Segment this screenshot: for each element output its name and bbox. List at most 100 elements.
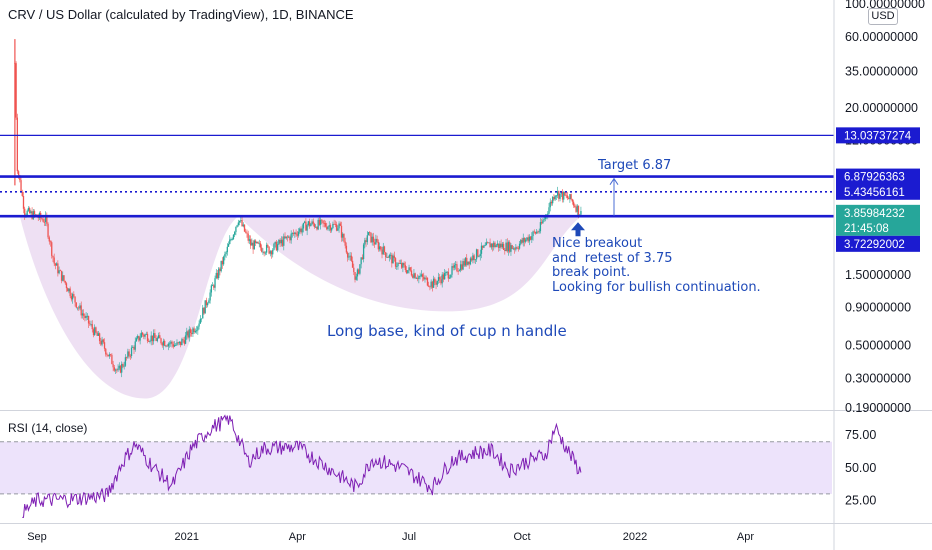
- candle-body-2020-08-26: [28, 208, 31, 214]
- candle-body-2021-09-03: [486, 242, 489, 244]
- candle-body-2021-03-18: [279, 239, 281, 244]
- candle-body-2020-10-02: [74, 296, 76, 303]
- candle-body-2021-01-10: [197, 326, 199, 331]
- candle-body-2021-04-20: [319, 219, 322, 225]
- candle-body-2021-10-17: [540, 222, 543, 224]
- cup-shape-group: [19, 216, 581, 399]
- candle-body-2021-05-16: [351, 260, 354, 268]
- candle-body-2021-08-16: [464, 257, 467, 266]
- candle-body-2021-01-03: [188, 329, 190, 338]
- candle-body-2021-01-22: [211, 285, 214, 287]
- candle-body-2021-04-27: [328, 225, 330, 227]
- candle-body-2021-04-05: [301, 228, 303, 233]
- candle-body-2021-04-23: [323, 223, 325, 224]
- candle-body-2021-07-17: [428, 285, 430, 287]
- candle-body-2021-02-13: [238, 220, 241, 223]
- candle-body-2021-05-10: [344, 241, 346, 246]
- candle-body-2021-02-18: [245, 231, 247, 233]
- candle-body-2021-07-25: [437, 277, 440, 281]
- candle-body-2021-02-20: [247, 233, 249, 241]
- candle-body-2021-02-27: [256, 241, 258, 243]
- candle-body-2021-10-13: [536, 231, 538, 234]
- candle-body-2021-10-15: [538, 231, 540, 233]
- candle-body-2021-04-02: [297, 231, 300, 236]
- candle-body-2020-09-28: [69, 288, 71, 297]
- candle-body-2020-11-28: [144, 334, 146, 337]
- candle-body-2021-02-06: [230, 239, 232, 241]
- candle-body-2020-10-03: [75, 302, 77, 308]
- candle-body-2020-12-22: [173, 344, 176, 347]
- candle-body-2021-10-02: [522, 237, 524, 243]
- candle-body-2020-09-15: [53, 257, 55, 264]
- candle-body-2021-03-14: [274, 241, 276, 244]
- candle-body-2020-09-25: [65, 283, 68, 289]
- candle-body-2021-02-03: [226, 246, 228, 253]
- candle-body-2021-04-30: [332, 223, 334, 229]
- candle-body-2021-03-31: [295, 232, 297, 235]
- candle-body-2021-08-21: [471, 258, 473, 261]
- candle-body-2021-03-28: [291, 232, 294, 234]
- candle-body-2021-06-11: [383, 246, 386, 253]
- candle-body-2021-11-12: [572, 201, 575, 206]
- symbol-title: CRV / US Dollar (calculated by TradingVi…: [8, 7, 354, 22]
- candle-body-2021-02-15: [241, 220, 243, 227]
- candle-body-2021-09-15: [501, 243, 504, 248]
- candle-body-2021-09-30: [520, 239, 522, 244]
- candle-body-2020-10-19: [95, 327, 97, 333]
- candle-body-2021-10-27: [553, 196, 555, 200]
- x-tick-label-5: 2022: [623, 531, 647, 543]
- candle-body-2021-09-21: [509, 242, 511, 252]
- candle-body-2021-03-27: [290, 233, 292, 241]
- candle-body-2021-04-19: [318, 219, 321, 225]
- candle-body-2021-08-10: [457, 271, 459, 272]
- base-annotation: Long base, kind of cup n handle: [327, 322, 567, 340]
- candle-body-2021-09-01: [484, 245, 486, 247]
- candle-body-2021-03-03: [261, 247, 263, 252]
- candle-body-2021-09-13: [499, 243, 501, 248]
- level-label-bg-2: [836, 183, 920, 200]
- candle-body-2020-12-02: [149, 341, 151, 342]
- y-tick-label-6: 0.90000000: [845, 301, 911, 315]
- candle-body-2021-01-02: [187, 331, 189, 338]
- candle-body-2021-02-02: [225, 252, 227, 255]
- candle-body-2021-06-24: [399, 263, 402, 264]
- candle-body-2021-01-15: [203, 307, 205, 314]
- candle-body-2020-12-27: [180, 341, 182, 346]
- candle-body-2021-03-01: [258, 243, 260, 245]
- candle-body-2021-08-06: [452, 266, 454, 268]
- candle-body-2021-06-12: [385, 252, 387, 258]
- candle-body-2021-02-04: [227, 243, 230, 247]
- candle-body-2021-09-20: [507, 242, 510, 252]
- candle-body-2021-10-06: [527, 237, 529, 242]
- candle-body-2021-05-27: [365, 240, 367, 243]
- candle-body-2021-05-20: [356, 269, 359, 277]
- candle-body-2020-12-21: [172, 344, 174, 347]
- candle-body-2020-12-29: [182, 339, 184, 341]
- candle-body-2020-10-09: [83, 313, 85, 316]
- candle-body-2021-08-03: [448, 277, 451, 279]
- candle-body-2021-04-16: [315, 226, 317, 228]
- candle-body-2021-04-11: [308, 221, 311, 227]
- candle-body-2021-08-25: [475, 249, 478, 260]
- candle-body-2021-10-22: [547, 213, 549, 215]
- y-tick-label-7: 0.50000000: [845, 339, 911, 353]
- candle-body-2021-07-19: [430, 281, 432, 287]
- candle-body-2021-01-21: [210, 285, 213, 293]
- candle-body-2021-09-24: [512, 248, 515, 250]
- candle-body-2021-02-21: [248, 239, 251, 241]
- candle-body-2021-07-13: [423, 276, 425, 280]
- candle-body-2020-10-17: [92, 329, 95, 336]
- candle-body-2021-04-04: [300, 228, 302, 233]
- candle-body-2021-11-03: [561, 191, 564, 200]
- candle-body-2020-10-30: [108, 354, 111, 357]
- candle-body-2020-11-01: [111, 354, 113, 365]
- candle-body-2021-06-14: [387, 257, 389, 258]
- candle-body-2020-11-11: [123, 365, 125, 367]
- candle-body-2021-06-27: [403, 263, 405, 266]
- currency-badge[interactable]: USD: [868, 8, 898, 25]
- candle-body-2021-11-04: [563, 191, 565, 200]
- candle-body-2021-01-16: [204, 300, 206, 314]
- candle-body-2021-08-11: [458, 270, 461, 272]
- candle-body-2020-10-01: [73, 294, 75, 297]
- breakout-line-1: Nice breakout: [552, 236, 643, 251]
